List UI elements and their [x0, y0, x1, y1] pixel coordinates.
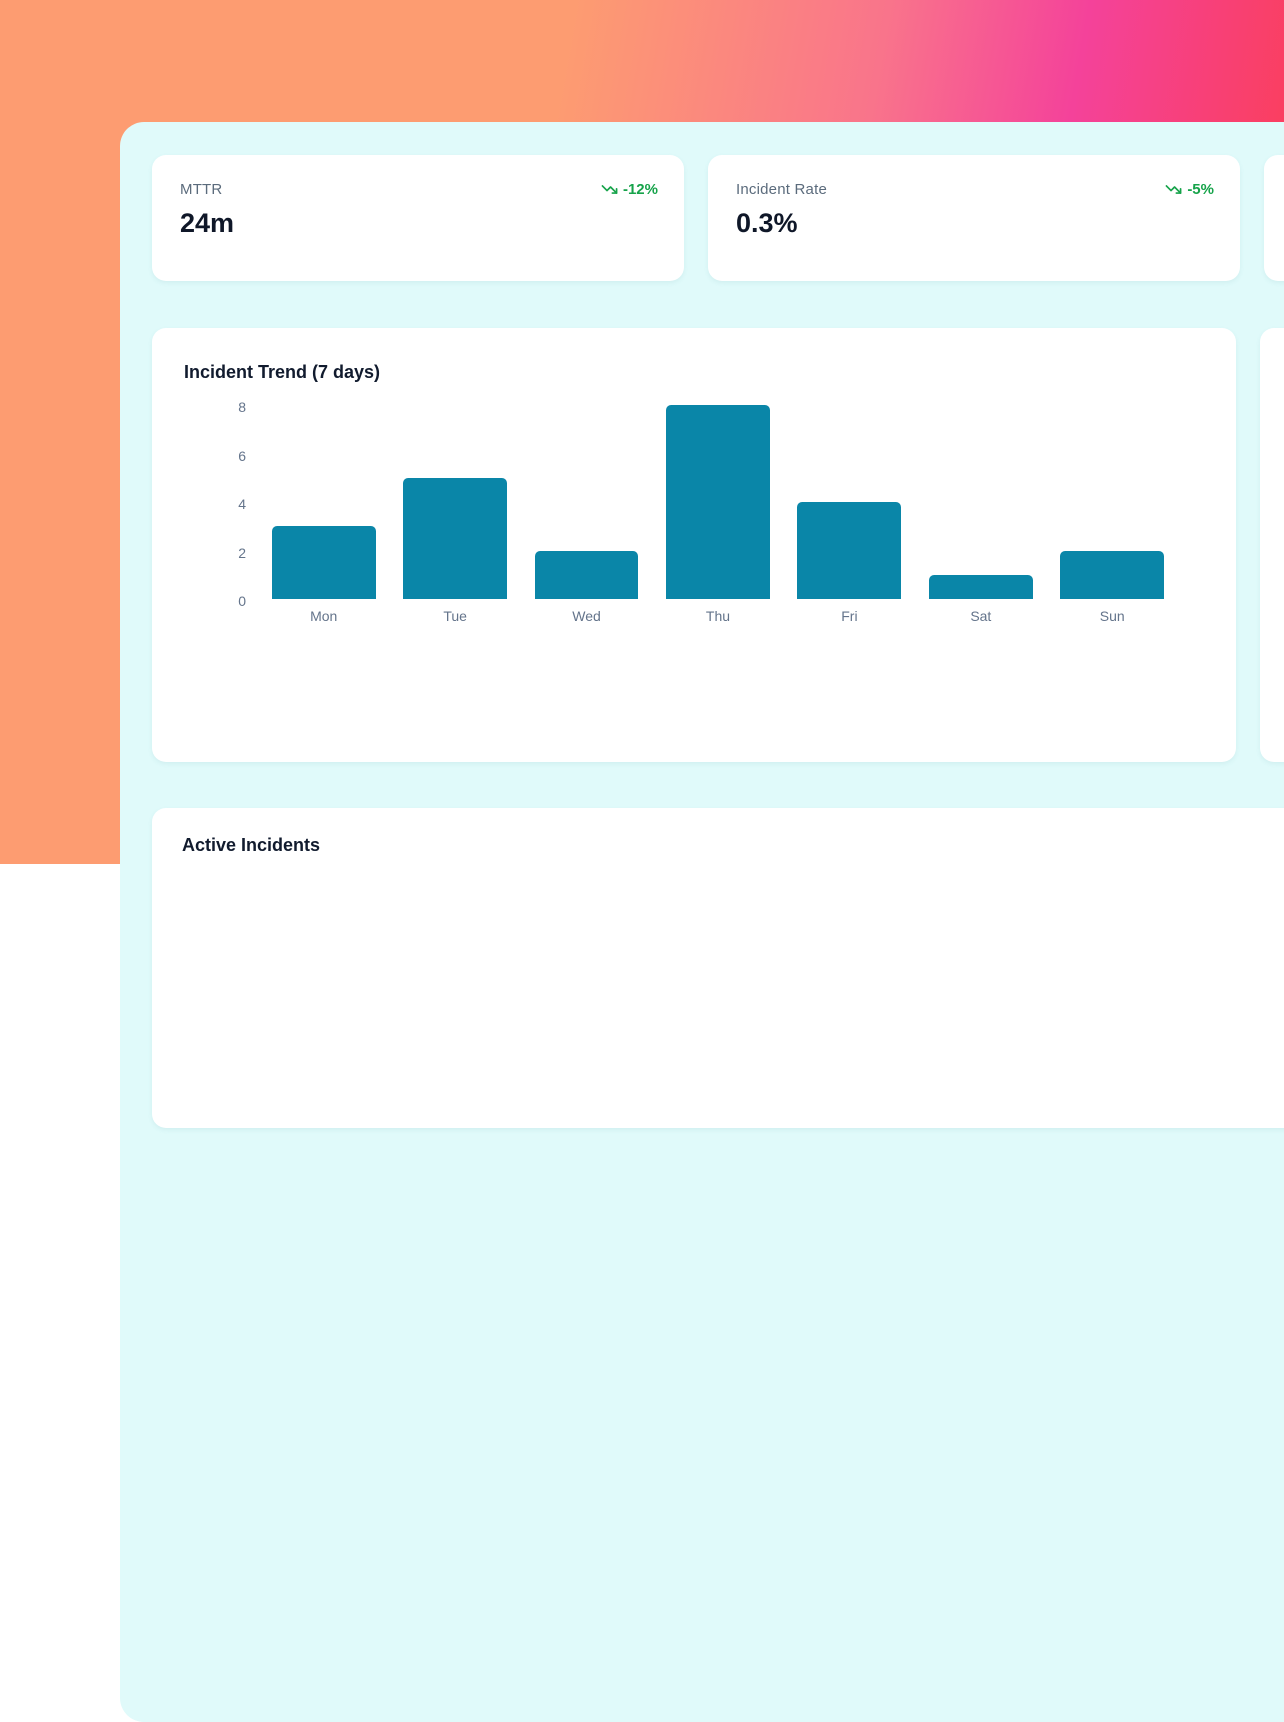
x-axis-label: Thu: [705, 608, 731, 624]
stat-trend-value: -5%: [1187, 181, 1214, 198]
bar-slot: [389, 405, 520, 599]
stat-trend-badge: -12%: [601, 181, 658, 198]
active-incidents-title: Active Incidents: [182, 835, 321, 855]
bar-slot: [258, 405, 389, 599]
x-axis-label: Wed: [572, 608, 601, 624]
bar-tue[interactable]: [403, 477, 508, 599]
stat-trend-value: -12%: [622, 181, 658, 198]
bar-slot: [521, 405, 652, 599]
bar-slot: [915, 405, 1046, 599]
bar-fri[interactable]: [797, 502, 902, 599]
stat-card-mttr: MTTR 24m -12%: [152, 155, 684, 281]
bar-sat[interactable]: [928, 574, 1033, 599]
bar-thu[interactable]: [666, 405, 770, 599]
stat-label: MTTR: [180, 181, 223, 198]
stat-value: 0.3%: [736, 208, 798, 238]
y-axis-tick: 4: [238, 496, 246, 512]
bar-slot: [1047, 405, 1178, 599]
bar-chart: 8 6 4 2 0 Mon Tue Wed Thu Fri Sat Sun: [196, 400, 1204, 624]
bar-wed[interactable]: [534, 550, 639, 599]
trending-down-icon: [601, 181, 618, 198]
x-axis-label: Fri: [841, 608, 858, 624]
y-axis-tick: 8: [238, 399, 246, 415]
chart-title: Incident Trend (7 days): [184, 362, 381, 382]
y-axis-tick: 0: [238, 593, 246, 609]
stat-label: Incident Rate: [736, 181, 827, 198]
stat-trend-badge: -5%: [1165, 181, 1214, 198]
charts-row: Incident Trend (7 days) 8 6 4 2 0 Mon Tue Wed T…: [152, 328, 1284, 762]
x-axis-label: Sun: [1099, 608, 1125, 624]
stat-card-incident-rate: Incident Rate 0.3% -5%: [708, 155, 1240, 281]
x-axis-label: Sat: [970, 608, 992, 624]
y-axis-tick: 2: [238, 544, 246, 561]
x-axis-label: Tue: [443, 608, 467, 624]
active-incidents-card: Active Incidents: [152, 808, 1284, 1128]
y-axis-tick: 6: [238, 447, 246, 464]
y-axis: 8 6 4 2 0: [196, 400, 258, 608]
stat-card-partial: [1264, 155, 1284, 281]
bar-sun[interactable]: [1060, 550, 1165, 599]
stats-row: MTTR 24m -12% Incident Rate 0.3%: [152, 155, 1284, 281]
x-axis-labels: Mon Tue Wed Thu Fri Sat Sun: [258, 608, 1178, 624]
stat-value: 24m: [180, 208, 235, 238]
dashboard-panel: MTTR 24m -12% Incident Rate 0.3%: [120, 122, 1284, 1722]
bar-slot: [652, 405, 783, 599]
incident-trend-chart-card: Incident Trend (7 days) 8 6 4 2 0 Mon Tue Wed T…: [152, 328, 1236, 762]
side-card-partial: [1260, 328, 1284, 762]
x-axis-label: Mon: [310, 608, 338, 624]
chart-plot-area: Mon Tue Wed Thu Fri Sat Sun: [258, 405, 1178, 624]
bar-mon[interactable]: [271, 526, 376, 599]
bar-slot: [784, 405, 915, 599]
trending-down-icon: [1165, 181, 1182, 198]
bar-chart-bars: [258, 405, 1178, 599]
